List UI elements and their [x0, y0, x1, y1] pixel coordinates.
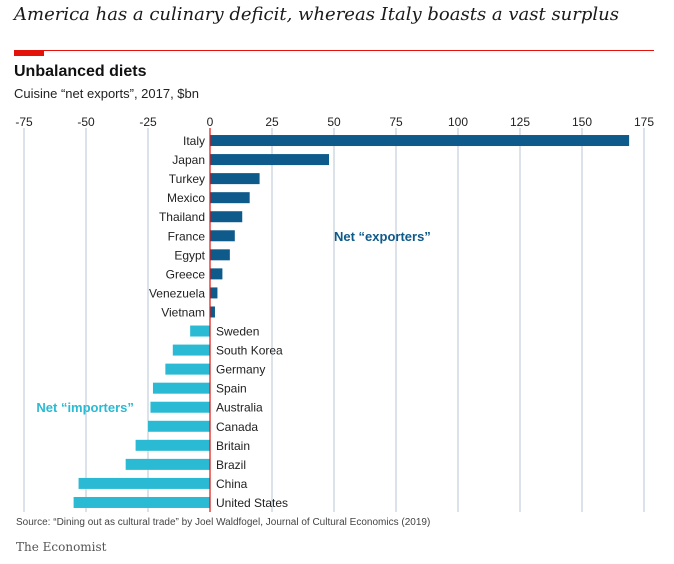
- bar-thailand: [210, 211, 243, 223]
- bar-chart: -75 -50 -25 0 25 50 75 100 125 150 175 Italy Japan T…: [15, 115, 654, 512]
- category-label: Sweden: [216, 325, 259, 339]
- bar-britain: [135, 439, 210, 451]
- category-label: Canada: [216, 420, 258, 434]
- category-label: Japan: [172, 153, 205, 167]
- bar-germany: [165, 363, 210, 375]
- bar-vietnam: [210, 306, 215, 318]
- bar-south-korea: [172, 344, 210, 356]
- bar-japan: [210, 154, 330, 166]
- category-label: South Korea: [216, 344, 283, 358]
- category-labels: Italy Japan Turkey Mexico Thailand France Egyp…: [149, 134, 288, 510]
- category-label: Vietnam: [161, 305, 205, 319]
- bar-brazil: [125, 458, 210, 470]
- bar-turkey: [210, 173, 260, 185]
- bar-venezuela: [210, 287, 218, 299]
- category-label: Egypt: [174, 248, 205, 262]
- annotation-net-importers: Net “importers”: [36, 400, 134, 415]
- x-tick-label: -25: [139, 115, 157, 129]
- category-label: France: [168, 229, 206, 243]
- bar-egypt: [210, 249, 230, 261]
- category-label: United States: [216, 496, 288, 510]
- bar-canada: [148, 420, 210, 432]
- bar-sweden: [190, 325, 210, 337]
- category-label: Britain: [216, 439, 250, 453]
- bar-france: [210, 230, 235, 242]
- brand-logo: The Economist: [16, 540, 107, 554]
- bar-china: [78, 477, 210, 489]
- annotation-net-exporters: Net “exporters”: [334, 229, 431, 244]
- x-tick-label: 100: [448, 115, 468, 129]
- chart-subtitle: Cuisine “net exports”, 2017, $bn: [14, 86, 199, 101]
- x-tick-label: 25: [265, 115, 279, 129]
- x-tick-label: 75: [389, 115, 403, 129]
- x-axis-ticks: -75 -50 -25 0 25 50 75 100 125 150 175: [15, 115, 654, 129]
- category-label: Spain: [216, 382, 247, 396]
- bar-greece: [210, 268, 223, 280]
- category-label: Greece: [166, 267, 206, 281]
- category-label: Australia: [216, 401, 263, 415]
- category-label: Venezuela: [149, 286, 205, 300]
- bar-australia: [150, 401, 210, 413]
- bar-united-states: [73, 496, 210, 508]
- x-tick-label: -75: [15, 115, 33, 129]
- category-label: Germany: [216, 363, 265, 377]
- category-label: China: [216, 477, 248, 491]
- gridlines: [23, 128, 645, 512]
- category-label: Mexico: [167, 191, 205, 205]
- headline: America has a culinary deficit, whereas …: [14, 4, 619, 25]
- source-note: Source: “Dining out as cultural trade” b…: [16, 517, 431, 528]
- top-red-rule: [14, 50, 654, 51]
- red-tag-marker: [14, 50, 44, 56]
- bar-mexico: [210, 192, 250, 204]
- x-tick-label: 50: [327, 115, 341, 129]
- x-tick-label: 0: [207, 115, 214, 129]
- x-tick-label: 175: [634, 115, 654, 129]
- bar-spain: [152, 382, 210, 394]
- chart-title: Unbalanced diets: [14, 63, 147, 80]
- bars: [73, 135, 630, 508]
- category-label: Italy: [183, 134, 205, 148]
- category-label: Turkey: [169, 172, 205, 186]
- category-label: Brazil: [216, 458, 246, 472]
- x-tick-label: 125: [510, 115, 530, 129]
- category-label: Thailand: [159, 210, 205, 224]
- x-tick-label: -50: [77, 115, 95, 129]
- bar-italy: [210, 135, 630, 147]
- x-tick-label: 150: [572, 115, 592, 129]
